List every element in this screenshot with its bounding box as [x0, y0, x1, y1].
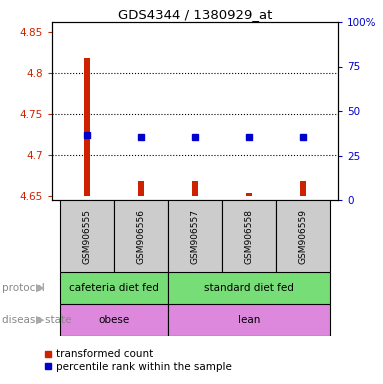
Text: GSM906555: GSM906555	[83, 209, 92, 263]
Bar	[222, 200, 276, 272]
Bar	[168, 304, 330, 336]
Bar	[246, 194, 252, 196]
Bar	[114, 200, 168, 272]
Text: GSM906559: GSM906559	[298, 209, 308, 263]
Text: GSM906556: GSM906556	[136, 209, 146, 263]
Text: protocol: protocol	[2, 283, 45, 293]
Legend: transformed count, percentile rank within the sample: transformed count, percentile rank withi…	[44, 349, 232, 372]
Text: ▶: ▶	[36, 315, 44, 325]
Bar	[300, 181, 306, 196]
Bar	[60, 304, 168, 336]
Bar	[138, 181, 144, 196]
Bar	[168, 272, 330, 304]
Text: cafeteria diet fed: cafeteria diet fed	[69, 283, 159, 293]
Title: GDS4344 / 1380929_at: GDS4344 / 1380929_at	[118, 8, 272, 21]
Text: standard diet fed: standard diet fed	[204, 283, 294, 293]
Text: ▶: ▶	[36, 283, 44, 293]
Text: GSM906558: GSM906558	[244, 209, 254, 263]
Bar	[84, 58, 90, 196]
Bar	[168, 200, 222, 272]
Text: GSM906557: GSM906557	[190, 209, 200, 263]
Text: disease state: disease state	[2, 315, 71, 325]
Bar	[60, 272, 168, 304]
Text: lean: lean	[238, 315, 260, 325]
Text: obese: obese	[98, 315, 130, 325]
Bar	[60, 200, 114, 272]
Bar	[276, 200, 330, 272]
Bar	[192, 181, 198, 196]
